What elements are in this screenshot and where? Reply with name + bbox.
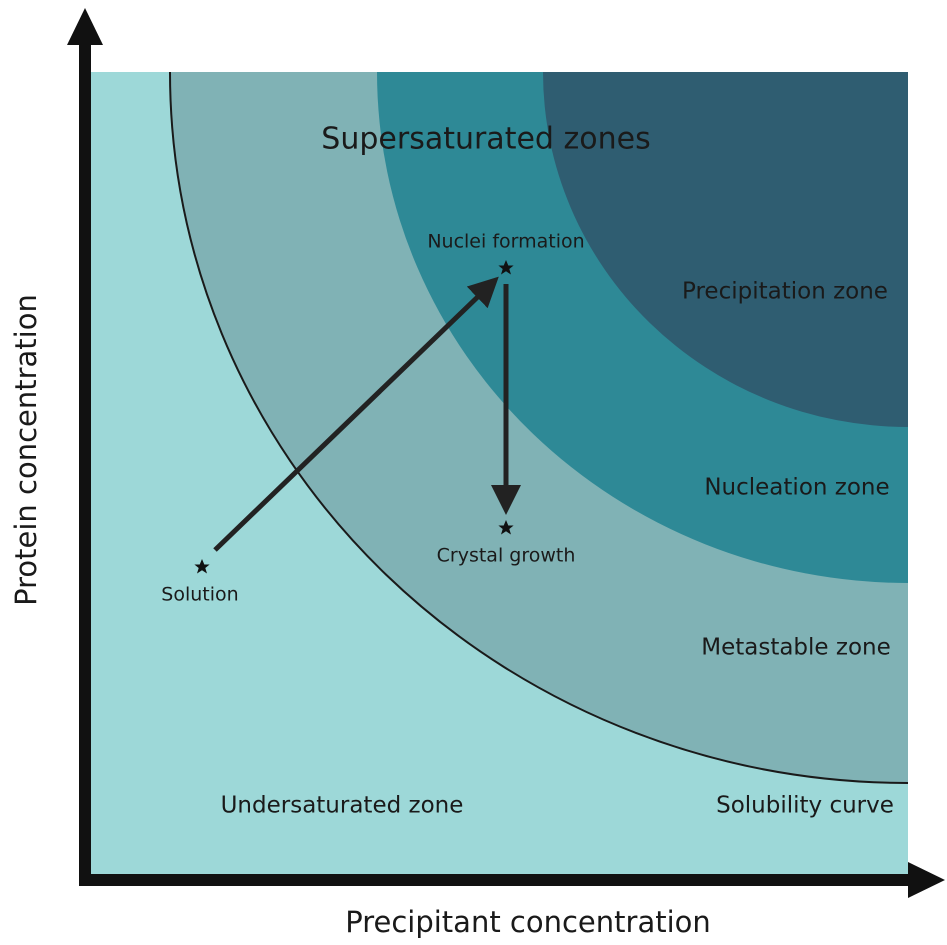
x-axis-arrow [908, 862, 945, 898]
x-axis-label: Precipitant concentration [345, 905, 711, 939]
zone-label: Metastable zone [701, 635, 891, 661]
point-label: Nuclei formation [427, 231, 584, 253]
star [498, 260, 514, 275]
zone-label: Nucleation zone [704, 475, 889, 501]
zone-label: Undersaturated zone [221, 793, 464, 819]
star [498, 520, 514, 535]
arrow [213, 276, 499, 552]
y-axis-arrow [67, 8, 103, 45]
zone-label: Solubility curve [716, 793, 894, 819]
point-label: Solution [161, 584, 238, 606]
y-axis-label: Protein concentration [9, 294, 43, 606]
zone-label: Precipitation zone [682, 279, 888, 305]
precipitation-region [543, 72, 908, 427]
zone-label: Supersaturated zones [321, 122, 650, 157]
star [194, 559, 210, 574]
point-label: Crystal growth [437, 545, 576, 567]
